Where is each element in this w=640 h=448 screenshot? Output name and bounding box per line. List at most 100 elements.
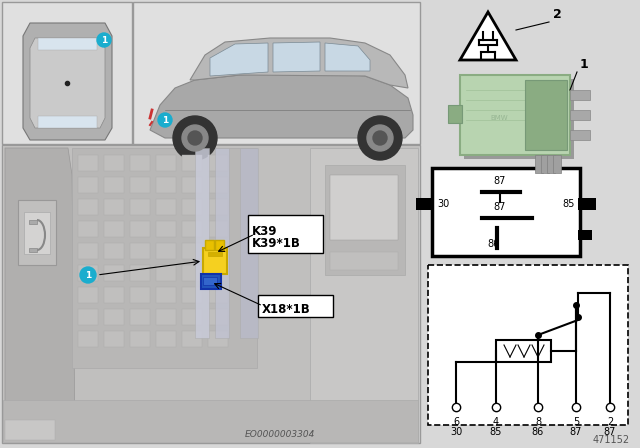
Bar <box>104 155 124 171</box>
Bar <box>428 265 628 425</box>
Bar <box>133 2 420 144</box>
Bar <box>570 90 590 100</box>
Text: 2: 2 <box>607 417 613 427</box>
Bar <box>104 309 124 325</box>
Bar <box>156 177 176 193</box>
Bar <box>130 199 150 215</box>
Bar <box>208 331 228 347</box>
Polygon shape <box>30 38 105 128</box>
Bar <box>78 265 98 281</box>
Bar <box>156 309 176 325</box>
Circle shape <box>188 131 202 145</box>
Polygon shape <box>460 12 516 60</box>
Polygon shape <box>38 38 97 50</box>
Bar <box>525 80 567 150</box>
Text: 1: 1 <box>162 116 168 125</box>
Bar <box>156 331 176 347</box>
Bar <box>208 252 222 256</box>
Bar <box>208 265 228 281</box>
Bar <box>258 295 333 317</box>
Bar <box>182 155 202 171</box>
Bar <box>78 243 98 259</box>
Bar <box>541 155 549 173</box>
Bar <box>205 240 214 250</box>
Bar <box>78 177 98 193</box>
Bar <box>29 248 37 252</box>
Bar <box>208 155 228 171</box>
Bar <box>104 177 124 193</box>
Bar <box>208 199 228 215</box>
Polygon shape <box>325 43 370 71</box>
Polygon shape <box>273 42 320 72</box>
Bar <box>130 309 150 325</box>
Text: 5: 5 <box>573 417 579 427</box>
Bar <box>208 309 228 325</box>
Bar <box>182 221 202 237</box>
Text: 30: 30 <box>437 199 449 209</box>
Circle shape <box>173 116 217 160</box>
Circle shape <box>97 33 111 47</box>
Text: K39*1B: K39*1B <box>252 237 301 250</box>
Bar <box>130 177 150 193</box>
Bar <box>156 287 176 303</box>
Bar <box>203 277 217 285</box>
Bar <box>496 340 551 362</box>
Text: 87: 87 <box>604 427 616 437</box>
Text: 87: 87 <box>494 202 506 212</box>
Circle shape <box>80 267 96 283</box>
Bar <box>535 155 543 173</box>
Bar <box>182 309 202 325</box>
Bar <box>104 287 124 303</box>
Bar <box>104 331 124 347</box>
Bar <box>130 221 150 237</box>
Bar <box>325 165 405 275</box>
Bar <box>182 243 202 259</box>
Bar <box>5 420 55 440</box>
Bar <box>240 148 258 338</box>
Bar <box>203 248 227 274</box>
Bar <box>72 148 257 368</box>
Bar <box>18 200 56 265</box>
Circle shape <box>158 113 172 127</box>
Circle shape <box>367 125 393 151</box>
Bar <box>130 287 150 303</box>
Text: 87: 87 <box>570 427 582 437</box>
Text: 2: 2 <box>553 8 562 21</box>
Bar <box>416 198 434 210</box>
Bar <box>570 110 590 120</box>
Bar <box>182 177 202 193</box>
Bar <box>78 221 98 237</box>
Text: 87: 87 <box>494 176 506 186</box>
Bar <box>156 199 176 215</box>
Bar <box>24 212 50 254</box>
Polygon shape <box>5 148 75 440</box>
Bar <box>215 240 224 250</box>
Circle shape <box>182 125 208 151</box>
Bar <box>182 331 202 347</box>
Bar <box>330 175 398 240</box>
Bar <box>78 331 98 347</box>
Bar <box>130 265 150 281</box>
Text: 30: 30 <box>450 427 462 437</box>
Polygon shape <box>150 73 413 138</box>
Bar <box>3 400 418 442</box>
Polygon shape <box>38 116 97 128</box>
Text: 1: 1 <box>580 58 589 71</box>
Bar <box>208 221 228 237</box>
Bar <box>432 168 580 256</box>
Text: X18*1B: X18*1B <box>262 303 311 316</box>
Polygon shape <box>190 38 408 88</box>
Text: 86: 86 <box>487 239 499 249</box>
Bar <box>104 243 124 259</box>
Text: 6: 6 <box>453 417 459 427</box>
Bar <box>208 177 228 193</box>
Bar <box>156 265 176 281</box>
Bar <box>156 155 176 171</box>
Bar <box>208 243 228 259</box>
Bar <box>29 220 37 224</box>
Bar <box>130 155 150 171</box>
Circle shape <box>358 116 402 160</box>
Bar <box>78 199 98 215</box>
Polygon shape <box>23 23 112 140</box>
Circle shape <box>373 131 387 145</box>
